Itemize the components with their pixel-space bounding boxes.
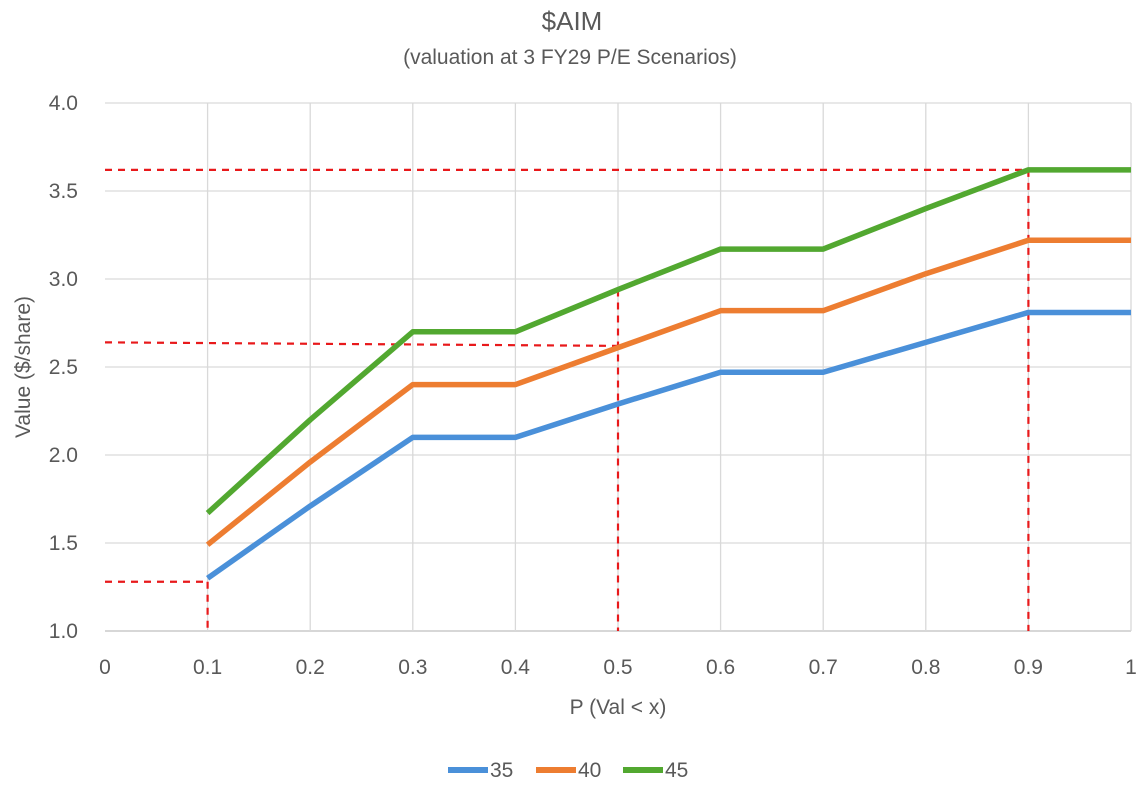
legend-label-40: 40 — [578, 759, 601, 782]
series-line-35 — [206, 309, 1131, 581]
x-tick-label: 0.2 — [296, 656, 325, 679]
y-tick-label: 2.5 — [49, 356, 78, 379]
legend-label-45: 45 — [665, 759, 688, 782]
series-lines — [205, 167, 1131, 581]
y-tick-label: 1.0 — [49, 620, 78, 643]
x-tick-label: 0.5 — [603, 656, 632, 679]
x-tick-label: 0.4 — [501, 656, 531, 679]
x-tick-label: 0.3 — [398, 656, 427, 679]
y-axis-label: Value ($/share) — [12, 296, 35, 438]
x-tick-label: 0.9 — [1014, 656, 1043, 679]
y-tick-label: 3.0 — [49, 268, 78, 291]
y-axis-ticks: 1.0 1.5 2.0 2.5 3.0 3.5 4.0 — [49, 92, 78, 643]
gridlines — [105, 102, 1132, 632]
horizontal-dashed-guide — [104, 341, 619, 347]
legend-label-35: 35 — [490, 759, 513, 782]
series-line-40 — [205, 237, 1131, 547]
x-axis-ticks: 0 0.1 0.2 0.3 0.4 0.5 0.6 0.7 0.8 0.9 1 — [99, 656, 1137, 679]
x-tick-label: 0.8 — [911, 656, 940, 679]
chart-title: $AIM — [542, 6, 603, 36]
y-tick-label: 3.5 — [49, 180, 78, 203]
x-tick-label: 0.1 — [193, 656, 222, 679]
y-tick-label: 4.0 — [49, 92, 78, 115]
x-tick-label: 0.6 — [706, 656, 735, 679]
x-tick-label: 1 — [1125, 656, 1137, 679]
series-line-45 — [205, 167, 1131, 516]
y-tick-label: 1.5 — [49, 532, 78, 555]
y-tick-label: 2.0 — [49, 444, 78, 467]
x-tick-label: 0 — [99, 656, 111, 679]
legend: 35 40 45 — [448, 759, 688, 782]
x-tick-label: 0.7 — [809, 656, 838, 679]
guide-lines — [104, 168, 1030, 631]
x-axis-label: P (Val < x) — [570, 696, 667, 719]
chart-subtitle: (valuation at 3 FY29 P/E Scenarios) — [403, 46, 737, 69]
